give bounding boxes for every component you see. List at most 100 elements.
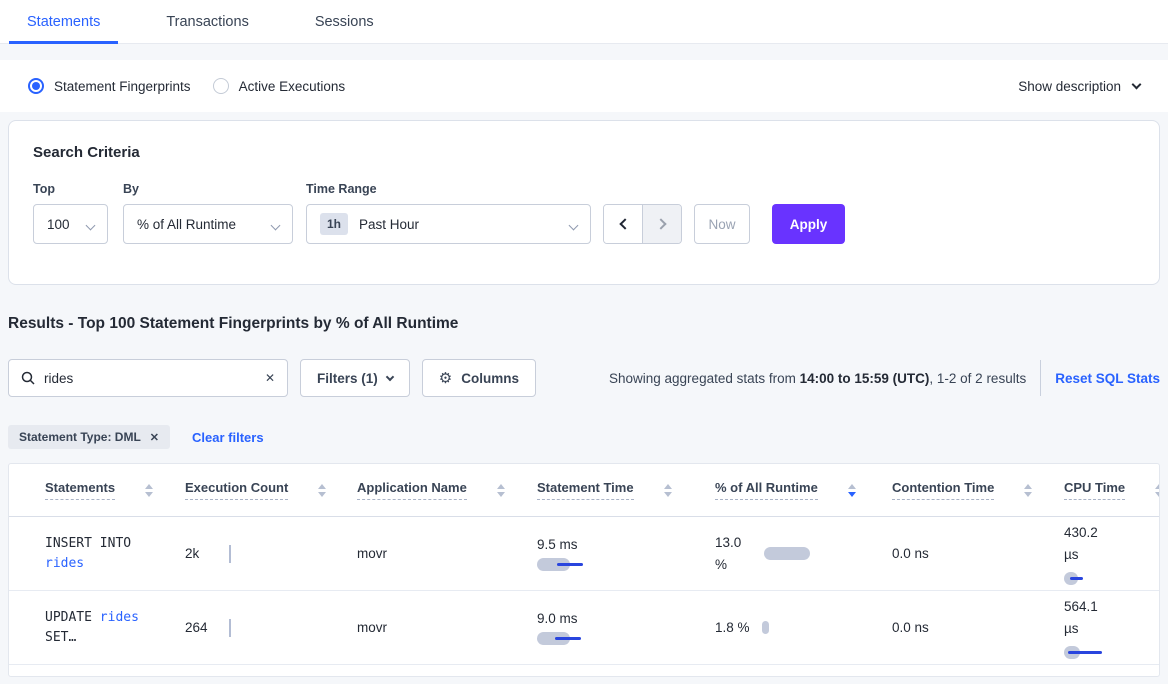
radio-statement-fingerprints[interactable]: Statement Fingerprints <box>28 78 191 94</box>
pct-runtime-cell: 13.0 % <box>715 532 892 576</box>
top-field: Top 100 <box>33 182 108 244</box>
next-time-button[interactable] <box>643 205 681 243</box>
remove-filter-icon[interactable]: ✕ <box>149 431 160 444</box>
by-field: By % of All Runtime <box>123 182 293 244</box>
show-description-toggle[interactable]: Show description <box>1018 78 1142 94</box>
execution-count-bar <box>229 618 231 637</box>
chevron-down-icon <box>85 220 96 230</box>
table-row: INSERT INTO rides 2k movr 9.5 ms 13.0 % … <box>9 517 1159 591</box>
radio-label: Statement Fingerprints <box>54 78 191 94</box>
statement-time-cell: 9.5 ms <box>537 537 715 571</box>
statement-search-box: ✕ <box>8 359 288 397</box>
by-select[interactable]: % of All Runtime <box>123 204 293 244</box>
filters-label: Filters (1) <box>317 370 378 386</box>
statement-cell: INSERT INTO rides <box>45 535 139 571</box>
time-range-select[interactable]: 1h Past Hour <box>306 204 591 244</box>
column-header-statements[interactable]: Statements <box>9 480 185 500</box>
filters-button[interactable]: Filters (1) <box>300 359 410 397</box>
contention-time-cell: 0.0 ns <box>892 546 929 561</box>
application-name-cell: movr <box>357 620 387 635</box>
time-range-field: Time Range 1h Past Hour <box>306 182 591 244</box>
statement-link[interactable]: rides <box>45 555 85 571</box>
now-button[interactable]: Now <box>694 204 750 244</box>
pct-runtime-cell: 1.8 % <box>715 617 892 639</box>
sort-icons <box>318 483 327 497</box>
pct-runtime-bar <box>761 621 769 634</box>
top-select[interactable]: 100 <box>33 204 108 244</box>
results-controls: ✕ Filters (1) ⚙ Columns Showing aggregat… <box>8 359 1160 397</box>
gear-icon: ⚙ <box>438 370 453 387</box>
search-icon <box>21 371 35 385</box>
search-input[interactable] <box>44 370 256 386</box>
filter-badge-label: Statement Type: DML <box>19 430 141 444</box>
divider <box>642 205 643 243</box>
column-header-contention-time[interactable]: Contention Time <box>892 480 1064 500</box>
chevron-down-icon <box>568 220 579 230</box>
top-value: 100 <box>47 216 70 232</box>
cpu-time-cell: 564.1 µs <box>1064 596 1159 659</box>
chevron-down-icon <box>1131 79 1142 90</box>
tab-sessions[interactable]: Sessions <box>314 13 374 30</box>
column-header-application-name[interactable]: Application Name <box>357 480 537 500</box>
sort-icons <box>1024 483 1033 497</box>
statement-time-bar <box>537 631 607 645</box>
aggregated-stats-text: Showing aggregated stats from 14:00 to 1… <box>609 370 1027 386</box>
radio-active-executions[interactable]: Active Executions <box>212 78 346 94</box>
apply-button[interactable]: Apply <box>772 204 845 244</box>
columns-button[interactable]: ⚙ Columns <box>421 359 536 397</box>
cpu-time-bar <box>1064 572 1134 585</box>
column-header-statement-time[interactable]: Statement Time <box>537 480 715 500</box>
results-heading: Results - Top 100 Statement Fingerprints… <box>8 315 459 332</box>
execution-count-cell: 264 <box>185 618 357 637</box>
sort-icons-active-desc <box>847 483 856 497</box>
execution-count-cell: 2k <box>185 544 357 563</box>
chevron-right-icon <box>654 218 667 230</box>
show-description-label: Show description <box>1018 78 1121 94</box>
statements-table: Statements Execution Count Application N… <box>8 463 1160 677</box>
statement-time-cell: 9.0 ms <box>537 611 715 645</box>
tab-transactions[interactable]: Transactions <box>166 13 249 30</box>
cpu-time-cell: 430.2 µs <box>1064 522 1159 585</box>
radio-label: Active Executions <box>238 78 346 94</box>
applied-filters-row: Statement Type: DML ✕ Clear filters <box>8 425 1160 449</box>
application-name-cell: movr <box>357 546 387 561</box>
pct-runtime-bar <box>764 547 810 560</box>
radio-unselected-icon <box>212 78 229 94</box>
statement-cell: UPDATE rides SET… <box>45 609 147 645</box>
time-step-buttons <box>603 204 682 244</box>
radio-selected-icon <box>28 78 44 94</box>
divider <box>1040 360 1042 396</box>
column-header-cpu-time[interactable]: CPU Time <box>1064 480 1159 500</box>
clear-search-icon[interactable]: ✕ <box>264 371 275 385</box>
tab-statements[interactable]: Statements <box>9 0 119 44</box>
filter-badge: Statement Type: DML ✕ <box>8 425 171 449</box>
sort-icons <box>496 483 505 497</box>
chevron-left-icon <box>618 218 631 230</box>
statement-link[interactable]: rides <box>99 609 139 625</box>
clear-filters-link[interactable]: Clear filters <box>192 429 264 445</box>
sort-icons <box>145 483 154 497</box>
time-range-label: Time Range <box>306 182 377 196</box>
table-row: UPDATE rides SET… 264 movr 9.0 ms 1.8 % … <box>9 591 1159 665</box>
sort-icons <box>663 483 672 497</box>
sort-icons <box>1155 483 1159 497</box>
columns-label: Columns <box>461 370 519 386</box>
view-toggle-bar: Statement Fingerprints Active Executions… <box>0 60 1168 112</box>
cpu-time-bar <box>1064 646 1134 659</box>
view-toggle-group: Statement Fingerprints Active Executions <box>28 78 345 94</box>
execution-count-bar <box>229 544 231 563</box>
chevron-down-icon <box>270 220 281 230</box>
page-tabs: Statements Transactions Sessions <box>0 0 1168 44</box>
column-header-pct-runtime[interactable]: % of All Runtime <box>715 480 892 500</box>
reset-sql-stats-link[interactable]: Reset SQL Stats <box>1055 370 1160 386</box>
time-range-value: Past Hour <box>359 216 420 232</box>
statement-time-bar <box>537 557 607 571</box>
prev-time-button[interactable] <box>604 205 642 243</box>
by-label: By <box>123 182 139 196</box>
column-header-execution-count[interactable]: Execution Count <box>185 480 357 500</box>
search-criteria-card: Search Criteria Top 100 By % of All Runt… <box>8 120 1160 285</box>
by-value: % of All Runtime <box>137 216 237 232</box>
top-label: Top <box>33 182 55 196</box>
search-criteria-title: Search Criteria <box>33 144 140 161</box>
contention-time-cell: 0.0 ns <box>892 620 929 635</box>
